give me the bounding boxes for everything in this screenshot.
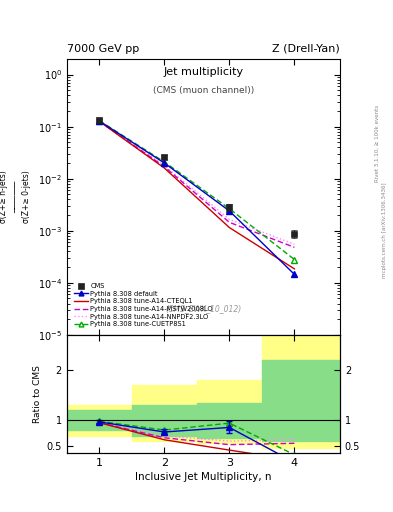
Text: Rivet 3.1.10, ≥ 100k events: Rivet 3.1.10, ≥ 100k events [375, 105, 380, 182]
Text: (CMS_EWK_10_012): (CMS_EWK_10_012) [165, 304, 242, 313]
Text: mcplots.cern.ch [arXiv:1306.3436]: mcplots.cern.ch [arXiv:1306.3436] [382, 183, 387, 278]
Text: (CMS (muon channel)): (CMS (muon channel)) [153, 87, 254, 95]
Text: Z (Drell-Yan): Z (Drell-Yan) [272, 44, 340, 54]
Text: Jet multiplicity: Jet multiplicity [163, 67, 243, 77]
X-axis label: Inclusive Jet Multiplicity, n: Inclusive Jet Multiplicity, n [135, 472, 272, 482]
Legend: CMS, Pythia 8.308 default, Pythia 8.308 tune-A14-CTEQL1, Pythia 8.308 tune-A14-M: CMS, Pythia 8.308 default, Pythia 8.308 … [72, 281, 215, 330]
Text: 7000 GeV pp: 7000 GeV pp [67, 44, 139, 54]
Y-axis label: Ratio to CMS: Ratio to CMS [33, 365, 42, 423]
Text: σ(Z+≥ n-jets)
───────
σ(Z+≥ 0-jets): σ(Z+≥ n-jets) ─────── σ(Z+≥ 0-jets) [0, 170, 31, 223]
